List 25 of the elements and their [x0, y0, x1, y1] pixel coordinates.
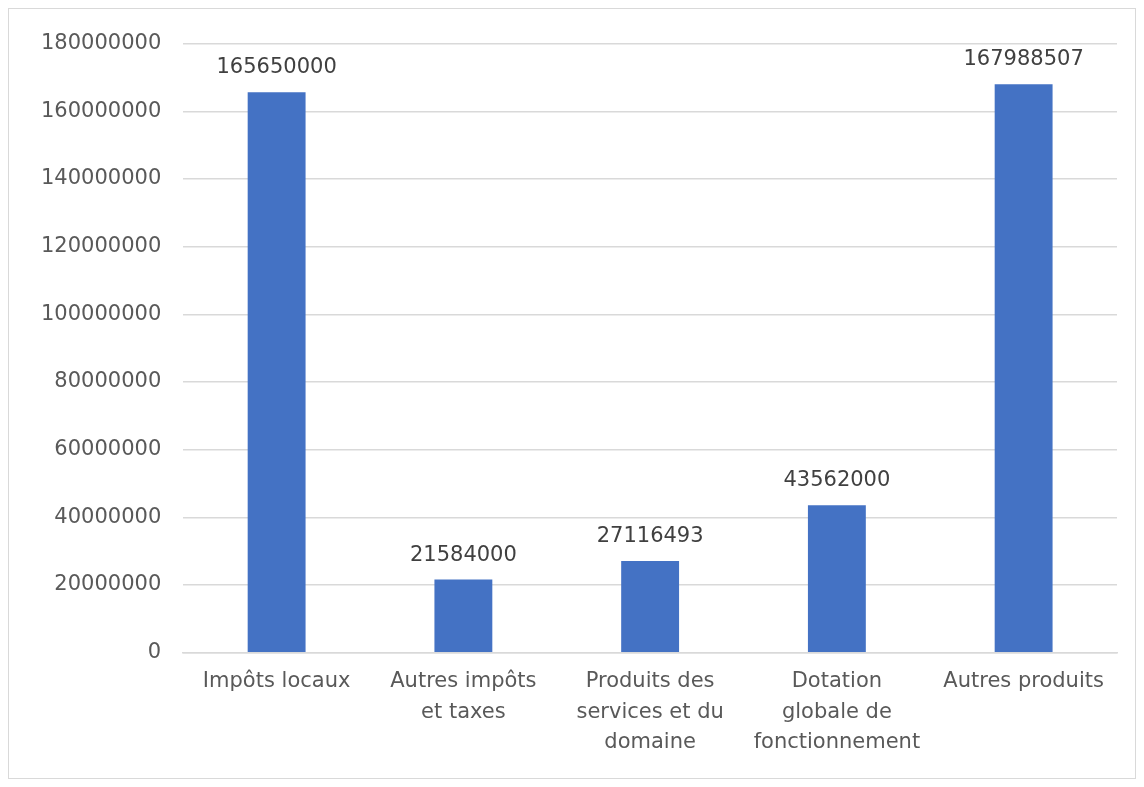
bar — [247, 92, 306, 652]
data-label: 43562000 — [783, 467, 891, 492]
bar — [807, 505, 866, 652]
y-tick-label: 160000000 — [41, 97, 162, 122]
x-tick-label: Autres impôts et taxes — [390, 668, 537, 723]
y-tick-label: 60000000 — [54, 436, 162, 461]
y-tick-label: 0 — [147, 639, 162, 664]
y-tick-label: 20000000 — [54, 571, 162, 596]
bar — [994, 84, 1053, 652]
y-tick-label: 40000000 — [54, 503, 162, 528]
y-tick-label: 120000000 — [41, 233, 162, 258]
data-label: 27116493 — [596, 522, 704, 547]
x-tick-label: Autres produits — [943, 668, 1104, 693]
y-tick-label: 180000000 — [41, 30, 162, 55]
x-tick-label: Dotation globale de fonctionnement — [753, 668, 921, 754]
data-label: 21584000 — [409, 541, 517, 566]
x-tick-label: Impôts locaux — [202, 668, 351, 693]
y-tick-label: 140000000 — [41, 165, 162, 190]
data-label: 165650000 — [216, 54, 337, 79]
data-label: 167988507 — [963, 46, 1084, 71]
y-tick-label: 100000000 — [41, 300, 162, 325]
bar — [621, 560, 680, 652]
bar — [434, 579, 493, 652]
x-tick-label: Produits des services et du domaine — [576, 668, 724, 754]
y-tick-label: 80000000 — [54, 368, 162, 393]
